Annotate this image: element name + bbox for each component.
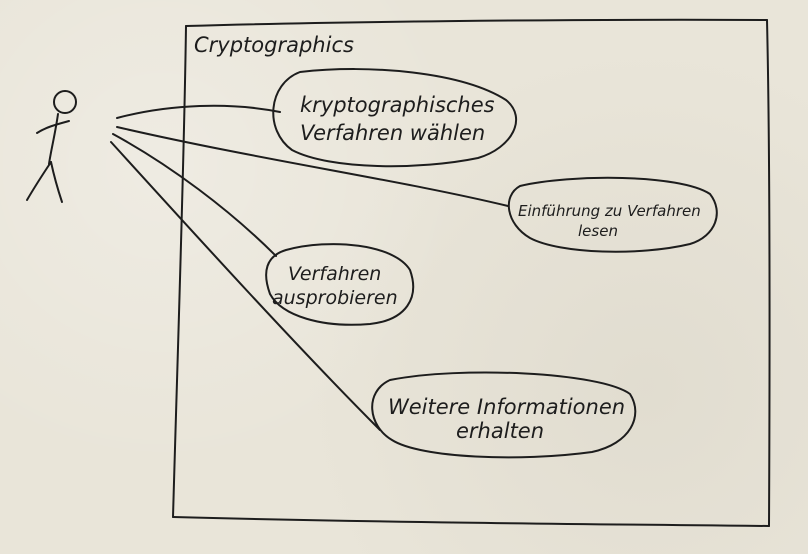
use-case-label-line2: ausprobieren [272, 287, 398, 309]
association-uc3 [112, 133, 277, 257]
actor-head [53, 90, 77, 114]
use-case-label-line2: erhalten [456, 419, 544, 443]
association-uc1 [116, 104, 281, 119]
use-case-label-line2: lesen [578, 222, 618, 240]
actor-right-leg [50, 161, 63, 203]
system-title: Cryptographics [194, 33, 354, 57]
use-case-label-line1: Verfahren [288, 263, 381, 285]
use-case-choose-method: kryptographisches Verfahren wählen [272, 68, 518, 168]
system-boundary: Cryptographics [172, 18, 771, 527]
use-case-label-line1: Einführung zu Verfahren [518, 202, 701, 220]
use-case-label-line2: Verfahren wählen [300, 121, 485, 145]
use-case-label-line1: kryptographisches [300, 93, 495, 117]
association-uc2 [116, 126, 509, 207]
associations [110, 104, 509, 431]
use-case-try-method: Verfahren ausprobieren [265, 243, 415, 326]
actor-left-leg [26, 161, 52, 201]
use-case-read-introduction: Einführung zu Verfahren lesen [507, 176, 718, 253]
association-uc4 [110, 141, 381, 431]
actor-body [48, 113, 59, 165]
use-case-label-line1: Weitere Informationen [388, 395, 625, 419]
use-case-get-more-information: Weitere Informationen erhalten [371, 371, 637, 459]
actor-stick-figure [26, 90, 77, 203]
actor-arms [36, 120, 70, 134]
